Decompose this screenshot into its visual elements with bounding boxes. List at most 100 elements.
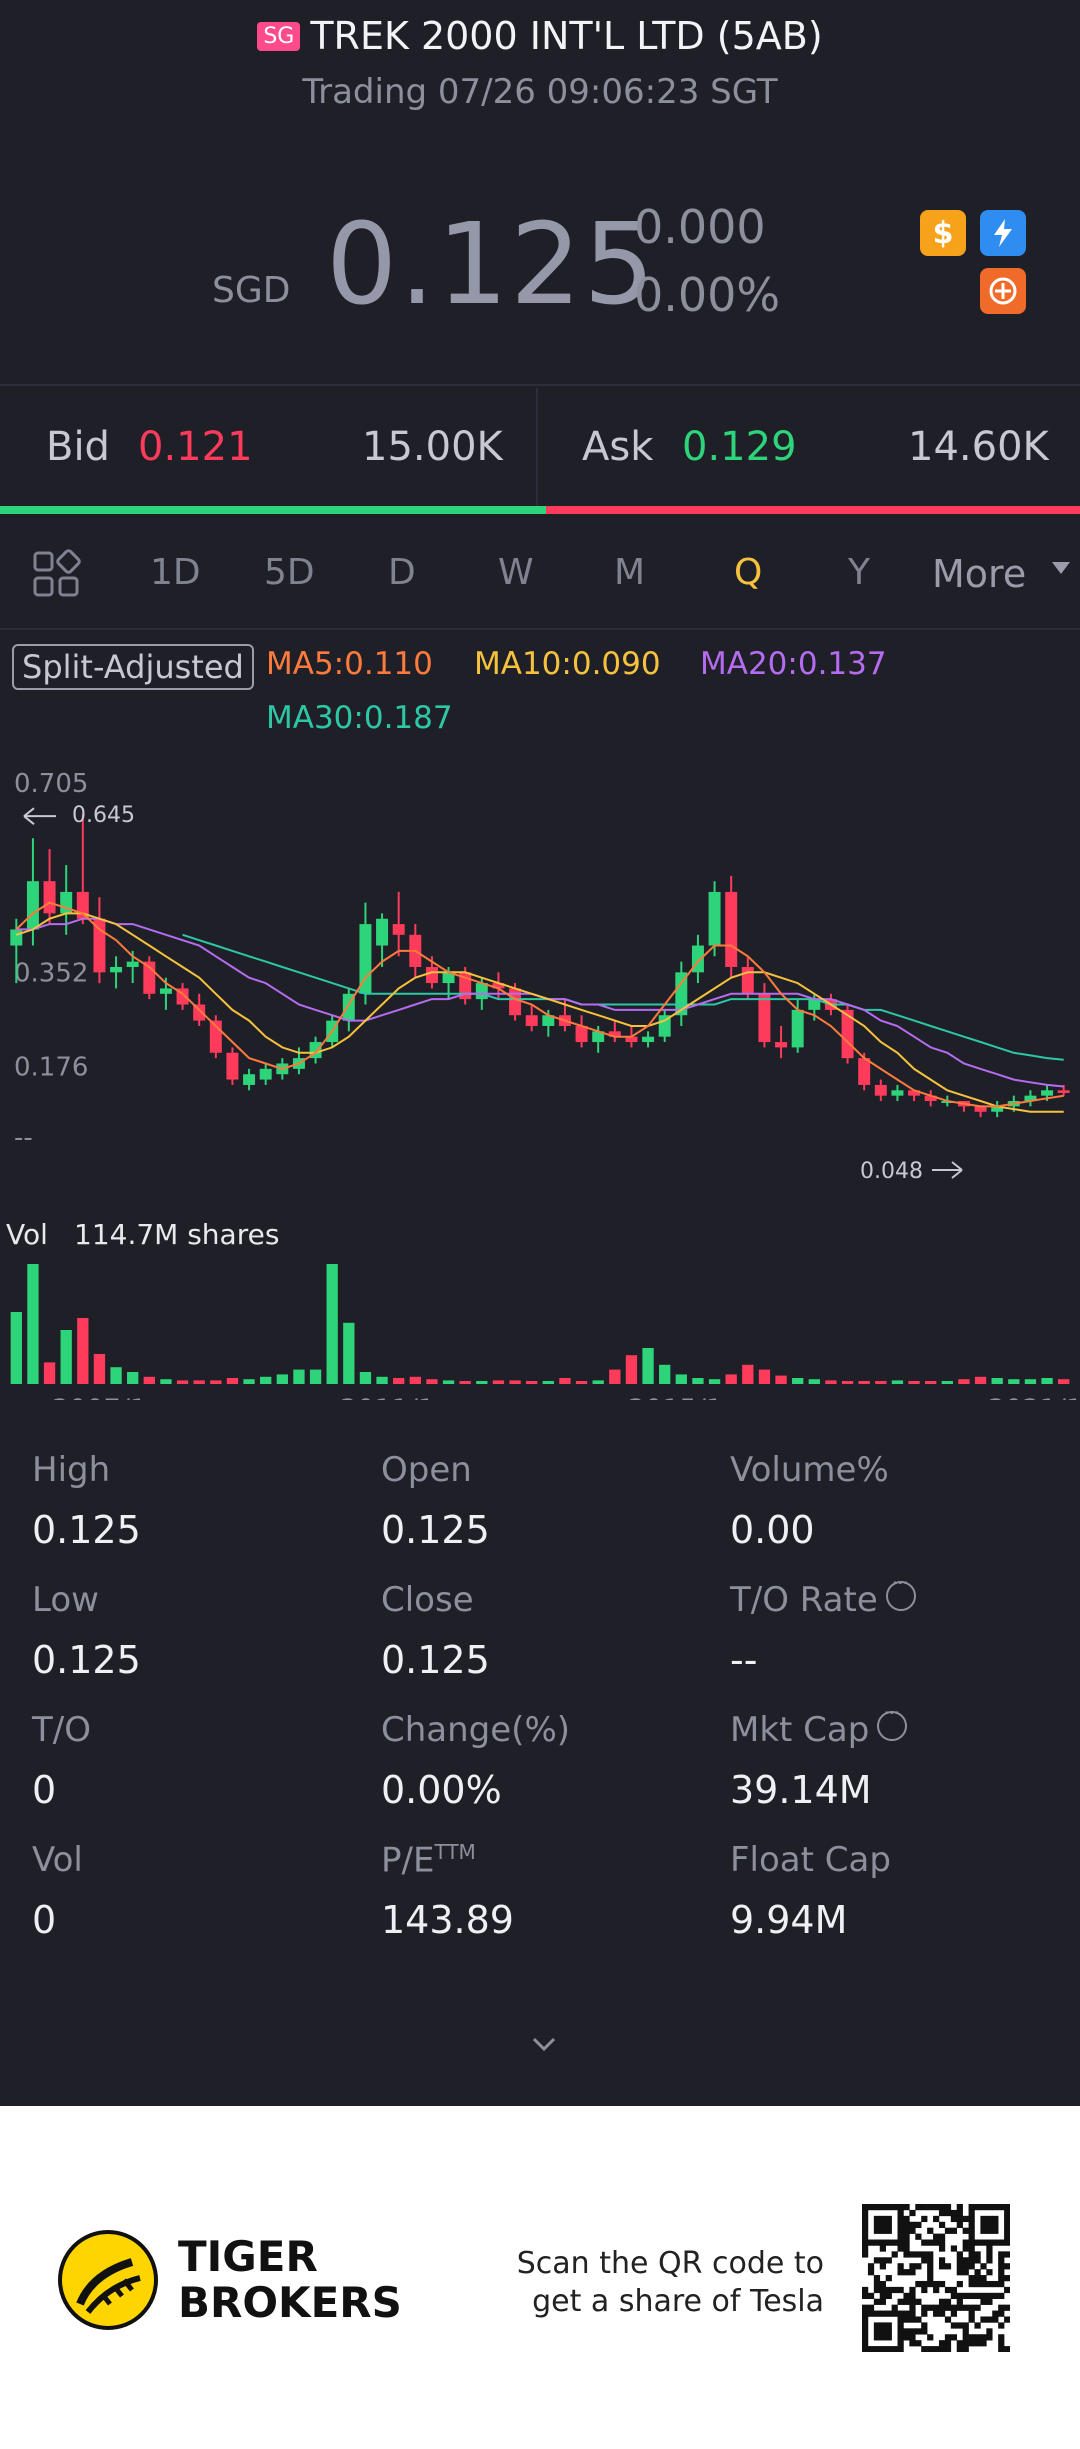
qr-module xyxy=(897,2316,904,2323)
volume-bar xyxy=(692,1378,704,1384)
volume-bar xyxy=(609,1369,621,1384)
qr-module xyxy=(915,2280,922,2288)
qr-module xyxy=(968,2215,975,2223)
candle-up xyxy=(159,988,172,994)
candle-down xyxy=(509,988,522,1016)
grid-icon[interactable] xyxy=(30,548,82,600)
qr-module xyxy=(879,2215,886,2223)
qr-module xyxy=(1004,2286,1010,2294)
tab-q[interactable]: Q xyxy=(734,552,763,593)
qr-module xyxy=(862,2251,869,2258)
qr-module xyxy=(944,2298,952,2305)
volume-value: 114.7M shares xyxy=(74,1218,279,1251)
qr-module xyxy=(862,2328,869,2335)
candle-up xyxy=(60,891,73,914)
chevron-down-icon[interactable] xyxy=(530,2030,558,2058)
stat-label-superscript: TTM xyxy=(434,1840,476,1864)
volume-bar xyxy=(1041,1378,1053,1384)
stat-value: 9.94M xyxy=(730,1898,848,1942)
volume-bar xyxy=(409,1376,421,1384)
qr-module xyxy=(1004,2239,1010,2246)
candle-down xyxy=(924,1095,937,1102)
qr-module xyxy=(950,2292,958,2300)
qr-module xyxy=(921,2328,928,2335)
candle-down xyxy=(775,1042,788,1048)
tab-5d[interactable]: 5D xyxy=(264,552,315,593)
qr-module xyxy=(909,2263,916,2270)
qr-module xyxy=(909,2227,916,2234)
candle-down xyxy=(575,1025,588,1043)
qr-module xyxy=(867,2239,875,2246)
volume-bar xyxy=(260,1376,272,1384)
qr-module xyxy=(921,2251,928,2258)
qr-module xyxy=(980,2239,987,2246)
qr-module xyxy=(897,2328,904,2335)
qr-module xyxy=(862,2292,869,2300)
flash-icon[interactable] xyxy=(980,210,1026,256)
qr-module xyxy=(915,2316,922,2323)
scan-prompt-line2: get a share of Tesla xyxy=(532,2284,824,2319)
tab-d[interactable]: D xyxy=(388,552,416,593)
qr-module xyxy=(980,2215,987,2223)
qr-module xyxy=(956,2298,963,2305)
qr-module xyxy=(950,2310,958,2317)
stat-value: 39.14M xyxy=(730,1768,872,1812)
split-adjusted-toggle[interactable]: Split-Adjusted xyxy=(12,644,254,690)
volume-bar xyxy=(974,1376,987,1384)
ma20-label: MA20:0.137 xyxy=(700,646,887,682)
qr-module xyxy=(956,2215,963,2223)
options-icon[interactable] xyxy=(980,268,1026,314)
volume-bar xyxy=(110,1367,122,1384)
tab-y[interactable]: Y xyxy=(848,552,870,593)
volume-bar xyxy=(243,1379,255,1384)
qr-module xyxy=(1004,2251,1010,2258)
volume-bar xyxy=(359,1372,372,1384)
info-icon[interactable] xyxy=(885,1571,916,1611)
qr-module xyxy=(915,2340,922,2347)
qr-module xyxy=(980,2316,987,2323)
qr-module xyxy=(998,2204,1005,2211)
candle-down xyxy=(93,918,106,973)
qr-module xyxy=(909,2334,916,2341)
qr-module xyxy=(909,2340,916,2347)
more-dropdown-icon[interactable] xyxy=(1052,562,1070,574)
volume-bar xyxy=(43,1362,56,1384)
share-footer: TIGER BROKERS Scan the QR code to get a … xyxy=(0,2106,1080,2449)
candle-up xyxy=(126,961,139,967)
stat-float-cap: Float Cap 9.94M xyxy=(730,1840,1050,1942)
qr-module xyxy=(873,2275,881,2282)
stat-high: High 0.125 xyxy=(32,1450,352,1552)
qr-module xyxy=(879,2346,886,2352)
kline-chart[interactable]: 0.705 0.352 0.176 -- 0.645 0.048 Vol 114.7M sha… xyxy=(0,760,1080,1400)
volume-bar xyxy=(659,1364,671,1384)
dollar-icon[interactable]: $ xyxy=(920,210,966,256)
info-icon[interactable] xyxy=(877,1701,908,1741)
qr-module xyxy=(956,2209,963,2217)
max-arrow-icon xyxy=(23,807,56,825)
candle-down xyxy=(193,1004,206,1021)
qr-module xyxy=(897,2322,904,2329)
qr-module xyxy=(909,2209,916,2217)
tab-1d[interactable]: 1D xyxy=(150,552,201,593)
qr-module xyxy=(968,2280,975,2288)
stock-title: SG TREK 2000 INT'L LTD (5AB) xyxy=(0,14,1080,58)
qr-module xyxy=(962,2239,969,2246)
x-tick-label: 2007/1 xyxy=(52,1394,147,1400)
qr-module xyxy=(950,2286,958,2294)
volume-bar xyxy=(426,1379,438,1384)
qr-module xyxy=(998,2239,1005,2246)
stat-t-o-rate[interactable]: T/O Rate -- xyxy=(730,1571,1050,1682)
tab-w[interactable]: W xyxy=(498,552,534,593)
ma30-line xyxy=(182,933,1064,1061)
qr-module xyxy=(897,2245,904,2252)
bid-ask-row[interactable]: Bid 0.121 15.00K Ask 0.129 14.60K xyxy=(0,388,1080,508)
tab-more[interactable]: More xyxy=(932,552,1027,596)
qr-module xyxy=(879,2322,886,2329)
qr-module xyxy=(974,2280,981,2288)
bid-ask-separator xyxy=(536,388,538,508)
qr-module xyxy=(867,2263,875,2270)
tab-m[interactable]: M xyxy=(614,552,646,593)
stat-mkt-cap[interactable]: Mkt Cap 39.14M xyxy=(730,1701,1050,1812)
qr-module xyxy=(915,2328,922,2335)
qr-module xyxy=(986,2292,993,2300)
